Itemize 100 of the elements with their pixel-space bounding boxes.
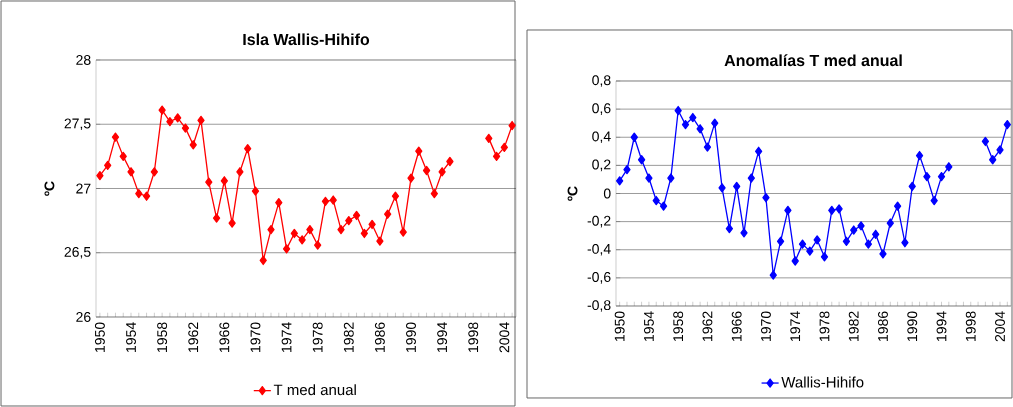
point: [259, 255, 267, 266]
point: [791, 256, 799, 266]
y-tick-label: -0,6: [587, 272, 611, 284]
point: [142, 191, 151, 201]
point: [244, 144, 252, 154]
point: [872, 229, 880, 239]
point: [337, 224, 345, 235]
point: [212, 213, 221, 223]
point: [174, 113, 182, 123]
point: [135, 188, 143, 199]
point: [725, 224, 734, 234]
x-tick-label: 1978: [819, 311, 830, 341]
point: [314, 240, 322, 250]
point: [1003, 119, 1011, 130]
point: [485, 133, 493, 144]
point: [857, 221, 865, 231]
point: [236, 167, 244, 177]
point: [181, 123, 190, 133]
x-tick-label: 1978: [312, 322, 323, 352]
point: [711, 118, 719, 128]
point: [197, 115, 205, 126]
point: [696, 124, 704, 134]
point: [850, 225, 858, 235]
y-tick-label: 0,6: [592, 103, 611, 115]
legend-label: T med anual: [273, 384, 356, 396]
point: [251, 186, 260, 196]
y-axis-title: ºC: [44, 181, 55, 196]
point: [376, 236, 384, 246]
point: [321, 196, 330, 206]
point: [930, 195, 938, 206]
point: [205, 177, 213, 187]
y-tick-label: 27: [76, 183, 91, 194]
chart-title: Isla Wallis-Hihifo: [243, 33, 370, 46]
point: [616, 176, 624, 186]
x-tick-label: 1958: [673, 311, 684, 341]
point: [901, 238, 909, 248]
point: [981, 136, 990, 147]
y-tick-label: 0: [603, 188, 611, 199]
chart-title: Anomalías T med anual: [724, 54, 902, 67]
x-tick-label: 1950: [614, 311, 625, 341]
y-tick-label: 0,8: [592, 75, 611, 87]
y-tick-label: -0,2: [587, 215, 611, 228]
point: [806, 246, 814, 256]
point: [298, 235, 306, 245]
point: [813, 235, 821, 245]
point: [937, 171, 946, 182]
point: [415, 146, 423, 156]
point: [908, 181, 916, 192]
point: [776, 236, 785, 246]
point: [674, 105, 682, 116]
point: [842, 236, 851, 246]
point: [747, 173, 755, 183]
point: [368, 219, 376, 230]
point: [508, 120, 516, 131]
point: [945, 162, 953, 172]
x-tick-label: 1982: [343, 322, 354, 352]
x-tick-label: 1994: [936, 311, 947, 341]
x-tick-label: 1982: [848, 311, 859, 341]
point: [637, 155, 646, 165]
point: [652, 195, 660, 206]
point: [492, 151, 501, 162]
x-tick-label: 1998: [468, 322, 479, 352]
point: [306, 224, 314, 235]
point: [438, 167, 446, 177]
x-tick-label: 1986: [878, 311, 888, 341]
point: [360, 228, 368, 239]
point: [718, 183, 726, 193]
point: [166, 117, 174, 127]
point: [104, 160, 112, 171]
x-tick-label: 1990: [907, 311, 918, 341]
point: [290, 228, 298, 239]
point: [762, 193, 770, 203]
point: [798, 239, 807, 249]
point: [879, 249, 887, 259]
y-tick-label: 27,5: [64, 118, 91, 131]
point: [864, 239, 872, 249]
x-tick-label: 1994: [437, 322, 448, 352]
point: [158, 105, 166, 115]
point: [150, 167, 158, 177]
y-axis-title: ºC: [567, 186, 578, 201]
x-tick-label: 2004: [499, 322, 510, 353]
point: [623, 164, 631, 175]
point: [886, 218, 894, 228]
point: [111, 132, 120, 142]
y-tick-label: 0,2: [592, 159, 611, 172]
point: [835, 204, 843, 214]
x-tick-label: 1966: [219, 322, 230, 352]
x-tick-label: 1998: [965, 311, 976, 341]
y-tick-label: 0,4: [592, 131, 611, 144]
point: [446, 156, 454, 167]
point: [407, 173, 415, 183]
point: [391, 191, 400, 201]
point: [220, 176, 228, 186]
point: [645, 173, 653, 183]
point: [430, 188, 438, 199]
point: [996, 145, 1004, 155]
x-tick-label: 1962: [188, 322, 199, 352]
point: [282, 244, 291, 254]
x-tick-label: 2004: [995, 311, 1005, 342]
x-tick-label: 1954: [643, 311, 654, 341]
